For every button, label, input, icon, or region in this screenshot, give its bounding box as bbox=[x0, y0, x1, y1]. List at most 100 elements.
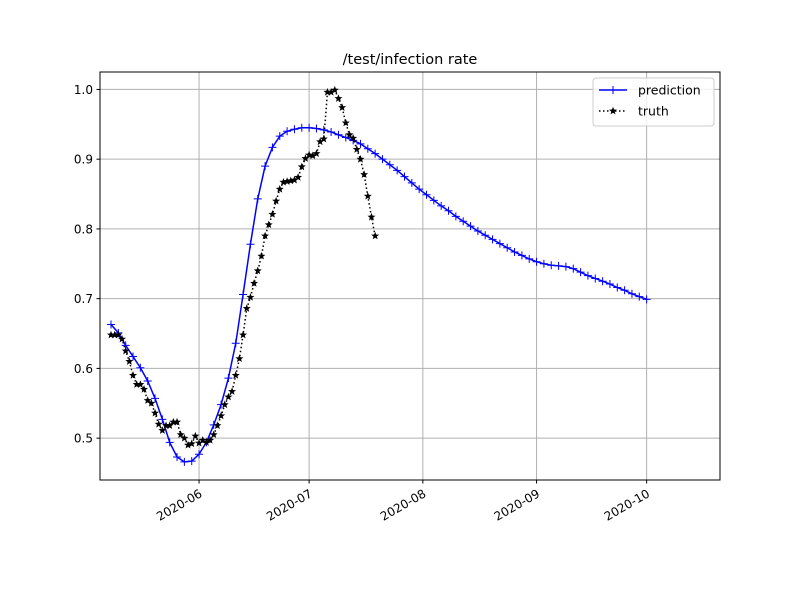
data-point-prediction bbox=[415, 185, 424, 194]
y-tick-label: 0.9 bbox=[74, 153, 93, 167]
data-point-truth bbox=[334, 94, 343, 102]
data-point-truth bbox=[125, 357, 134, 365]
data-point-prediction bbox=[261, 162, 270, 171]
data-point-truth bbox=[187, 439, 196, 448]
data-point-truth bbox=[114, 330, 123, 339]
data-point-truth bbox=[367, 212, 376, 221]
data-point-truth bbox=[169, 417, 178, 426]
data-point-prediction bbox=[136, 363, 145, 372]
data-point-truth bbox=[176, 430, 185, 439]
data-point-prediction bbox=[129, 352, 138, 361]
series-prediction bbox=[107, 123, 651, 466]
x-tick-label: 2020-07 bbox=[264, 486, 314, 523]
data-point-prediction bbox=[385, 160, 394, 169]
data-point-truth bbox=[224, 392, 233, 401]
data-point-truth bbox=[129, 371, 138, 379]
data-point-truth bbox=[198, 436, 207, 444]
legend-truth-marker bbox=[609, 106, 617, 115]
data-point-prediction bbox=[525, 254, 534, 263]
data-point-truth bbox=[290, 175, 299, 184]
data-point-prediction bbox=[605, 280, 614, 289]
data-point-truth bbox=[319, 134, 328, 143]
data-point-truth bbox=[308, 151, 317, 160]
data-point-prediction bbox=[187, 457, 196, 466]
data-point-truth bbox=[162, 421, 171, 429]
data-point-prediction bbox=[371, 149, 380, 158]
data-point-prediction bbox=[239, 290, 248, 299]
data-point-truth bbox=[184, 440, 193, 449]
data-point-truth bbox=[283, 177, 292, 185]
data-point-prediction bbox=[554, 261, 563, 270]
data-point-prediction bbox=[253, 194, 262, 203]
data-point-truth bbox=[231, 371, 240, 379]
data-point-prediction bbox=[224, 374, 233, 383]
data-point-truth bbox=[107, 330, 115, 339]
y-tick-label: 0.6 bbox=[74, 362, 93, 376]
data-point-truth bbox=[151, 408, 160, 417]
data-point-truth bbox=[360, 170, 369, 178]
x-tick-label: 2020-09 bbox=[492, 486, 542, 523]
data-point-prediction bbox=[173, 452, 182, 461]
data-point-prediction bbox=[488, 235, 497, 244]
data-point-prediction bbox=[378, 155, 387, 164]
data-point-truth bbox=[209, 430, 218, 439]
data-point-truth bbox=[173, 417, 182, 426]
data-point-prediction bbox=[422, 190, 431, 199]
data-point-truth bbox=[143, 396, 152, 404]
data-point-truth bbox=[356, 154, 365, 163]
data-point-truth bbox=[180, 433, 189, 442]
data-point-truth bbox=[253, 266, 262, 275]
data-point-truth bbox=[286, 176, 295, 185]
data-point-prediction bbox=[481, 231, 490, 240]
series-layer bbox=[107, 85, 651, 466]
data-point-prediction bbox=[635, 292, 644, 301]
data-point-truth bbox=[264, 220, 273, 229]
y-tick-label: 0.5 bbox=[74, 432, 93, 446]
data-point-prediction bbox=[407, 178, 416, 187]
data-point-truth bbox=[345, 130, 354, 139]
data-point-prediction bbox=[107, 320, 116, 329]
data-point-prediction bbox=[312, 124, 321, 133]
data-point-prediction bbox=[620, 286, 629, 295]
data-point-truth bbox=[228, 387, 237, 395]
data-point-truth bbox=[220, 400, 229, 409]
data-point-truth bbox=[246, 293, 255, 301]
data-point-truth bbox=[158, 426, 167, 434]
data-point-prediction bbox=[459, 217, 468, 226]
data-point-truth bbox=[132, 380, 141, 388]
data-point-truth bbox=[235, 354, 244, 363]
axis-ticks: 0.5 0.6 0.7 0.8 0.9 1.0 2020-06 2020-07 2020-08 2… bbox=[74, 83, 652, 524]
data-point-prediction bbox=[503, 243, 512, 252]
series-line-truth bbox=[111, 89, 376, 447]
data-point-prediction bbox=[510, 247, 519, 256]
data-point-prediction bbox=[268, 143, 277, 152]
data-point-prediction bbox=[151, 394, 160, 403]
data-point-truth bbox=[349, 134, 358, 142]
data-point-prediction bbox=[547, 261, 556, 270]
data-point-truth bbox=[327, 88, 336, 96]
data-point-truth bbox=[330, 85, 339, 94]
grid bbox=[100, 72, 720, 480]
x-tick-label: 2020-10 bbox=[602, 486, 652, 523]
data-point-prediction bbox=[642, 295, 651, 304]
data-point-truth bbox=[338, 103, 347, 111]
data-point-prediction bbox=[283, 127, 292, 136]
data-point-truth bbox=[352, 145, 361, 153]
data-point-truth bbox=[294, 173, 303, 181]
data-point-prediction bbox=[341, 133, 350, 142]
data-point-truth bbox=[323, 88, 332, 96]
data-point-prediction bbox=[576, 268, 585, 277]
data-point-truth bbox=[250, 279, 259, 287]
data-point-prediction bbox=[429, 196, 438, 205]
data-point-prediction bbox=[627, 289, 636, 298]
data-point-prediction bbox=[334, 130, 343, 139]
data-point-prediction bbox=[158, 415, 167, 424]
data-point-truth bbox=[213, 421, 222, 429]
data-point-prediction bbox=[356, 139, 365, 148]
data-point-prediction bbox=[539, 259, 548, 268]
data-point-truth bbox=[195, 438, 204, 447]
data-point-truth bbox=[279, 177, 288, 186]
data-point-prediction bbox=[583, 271, 592, 280]
data-point-truth bbox=[261, 231, 270, 240]
